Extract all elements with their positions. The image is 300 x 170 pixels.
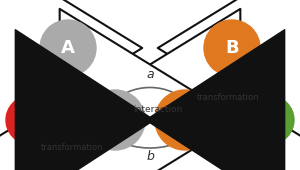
Circle shape bbox=[6, 96, 54, 144]
Circle shape bbox=[85, 90, 145, 150]
Text: transformation: transformation bbox=[41, 142, 103, 151]
Circle shape bbox=[204, 20, 260, 76]
Text: interaction: interaction bbox=[133, 106, 183, 115]
Text: B: B bbox=[225, 39, 239, 57]
Text: C: C bbox=[24, 111, 36, 129]
Text: a: a bbox=[146, 69, 154, 81]
Text: A: A bbox=[108, 111, 122, 129]
Text: b: b bbox=[146, 150, 154, 164]
Text: A: A bbox=[61, 39, 75, 57]
Circle shape bbox=[40, 20, 96, 76]
Text: B: B bbox=[178, 111, 192, 129]
Text: transformation: transformation bbox=[197, 94, 259, 103]
Circle shape bbox=[246, 96, 294, 144]
Circle shape bbox=[155, 90, 215, 150]
Text: D: D bbox=[263, 111, 277, 129]
